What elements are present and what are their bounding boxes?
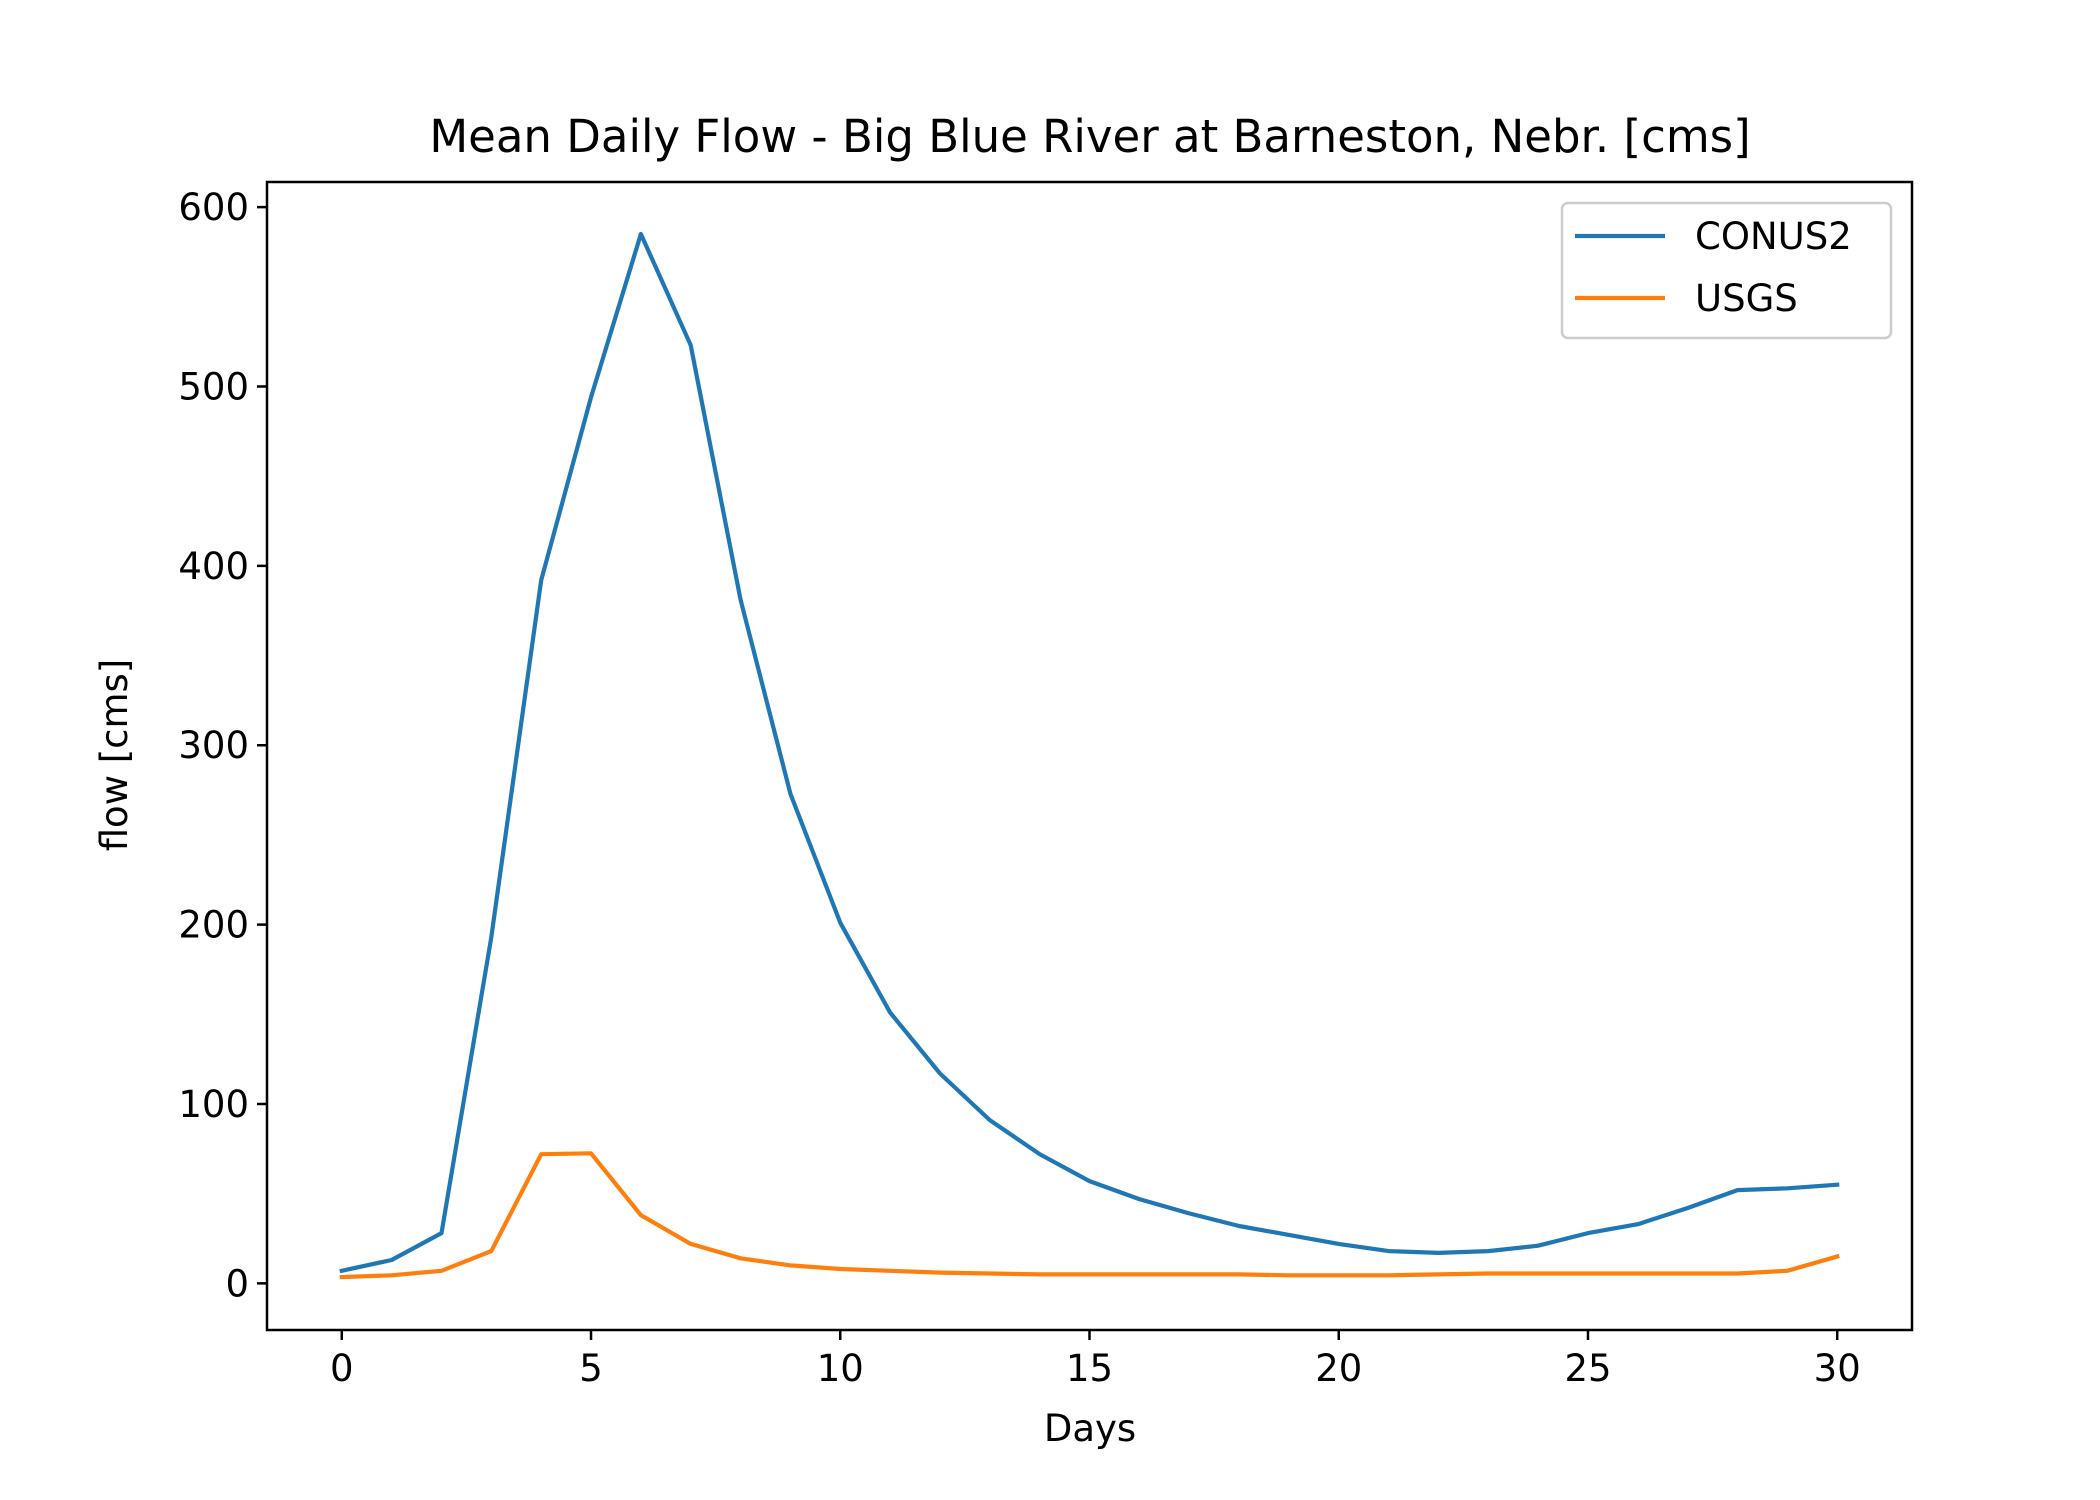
x-tick-label: 0	[330, 1347, 354, 1390]
x-tick-label: 20	[1315, 1347, 1362, 1390]
legend-label-conus2: CONUS2	[1695, 215, 1852, 258]
legend-label-usgs: USGS	[1695, 277, 1798, 320]
x-tick-label: 5	[579, 1347, 603, 1390]
series-line-usgs	[339, 1151, 1840, 1280]
x-tick-label: 30	[1814, 1347, 1861, 1390]
x-tick-label: 15	[1066, 1347, 1113, 1390]
y-axis-label: flow [cms]	[93, 659, 136, 852]
plot-frame	[265, 180, 1914, 1332]
y-tick-label: 300	[178, 724, 249, 767]
chart-title: Mean Daily Flow - Big Blue River at Barn…	[429, 110, 1750, 163]
legend-items: CONUS2 USGS	[1575, 215, 1852, 320]
y-tick-label: 600	[178, 186, 249, 229]
x-tick-label: 10	[817, 1347, 864, 1390]
x-tick-label: 25	[1564, 1347, 1611, 1390]
x-axis-label: Days	[1044, 1407, 1136, 1450]
y-tick-label: 400	[178, 545, 249, 588]
series-lines	[339, 231, 1840, 1280]
legend: CONUS2 USGS	[1560, 201, 1893, 340]
y-tick-label: 0	[225, 1262, 249, 1305]
y-tick-label: 200	[178, 904, 249, 947]
y-tick-label: 100	[178, 1083, 249, 1126]
y-tick-label: 500	[178, 365, 249, 408]
series-line-conus2	[339, 231, 1840, 1274]
